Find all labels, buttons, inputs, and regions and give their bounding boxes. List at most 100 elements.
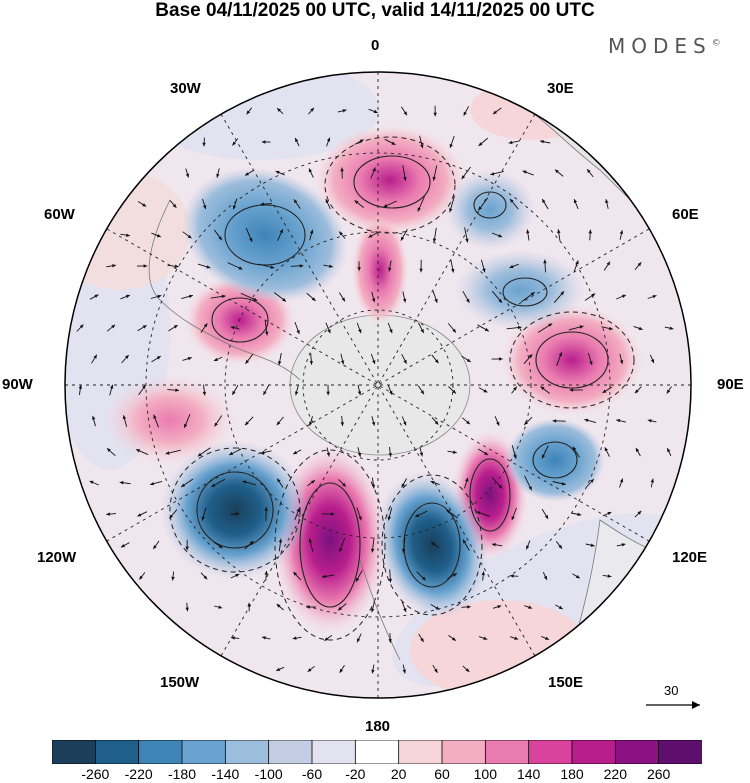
wind-arrowhead [92,415,96,420]
wind-arrowhead [216,173,220,178]
lon-label-bottom: 180 [365,718,391,735]
wind-arrowhead [169,514,173,519]
wind-arrowhead [421,576,426,581]
wind-arrowhead [122,415,127,420]
wind-arrowhead [137,513,142,517]
wind-arrowhead [420,329,424,333]
wind-arrowhead [467,605,471,609]
wind-arrowhead [112,264,116,268]
wind-arrowhead [388,267,392,272]
wind-arrowhead [293,199,298,204]
wind-arrowhead [278,538,283,543]
wind-arrowhead [415,513,420,517]
wind-arrowhead [253,297,258,301]
wind-arrowhead [206,265,211,269]
wind-arrowhead [211,483,216,487]
wind-reference-value: 30 [664,683,679,698]
colorbar-swatch [398,740,443,764]
wind-arrowhead [110,384,114,389]
colorbar-swatch [658,740,702,764]
wind-arrowhead [358,329,362,334]
wind-arrowhead [498,234,503,238]
wind-arrowhead [637,262,642,267]
wind-arrowhead [389,329,393,334]
wind-arrowhead [293,571,298,576]
wind-arrowhead [478,206,482,211]
wind-arrowhead [342,109,347,113]
wind-arrowhead [591,293,596,297]
wind-arrowhead [121,544,125,548]
wind-arrowhead [540,140,544,144]
wind-arrowhead [293,450,298,455]
wind-arrowhead [466,358,471,362]
wind-arrowhead [490,172,495,176]
wind-arrowhead [371,421,376,426]
wind-arrowhead [174,264,179,268]
wind-arrowhead [388,453,392,457]
anomaly-negative-40w [182,167,348,303]
wind-arrowhead [295,391,299,396]
wind-arrowhead [543,575,547,580]
wind-arrowhead [465,668,470,672]
wind-arrowhead [311,480,315,484]
wind-arrowhead [308,538,312,543]
lon-label-right-upper: 60E [672,206,699,223]
contour-lines [196,155,609,608]
wind-arrowhead [340,422,344,426]
wind-arrowhead [452,328,456,333]
wind-arrowhead [420,144,424,149]
wind-arrowhead [402,669,406,674]
wind-arrowhead [201,516,205,521]
wind-arrowhead [326,391,330,396]
wind-arrowhead [616,419,621,423]
wind-arrowhead [203,205,207,209]
wind-arrowhead [142,325,147,329]
colorbar-label: 20 [390,766,407,782]
wind-arrowhead [544,515,549,519]
colorbar-swatch [181,740,227,764]
brand-text: MODES [608,34,712,58]
wind-arrowhead [111,324,116,329]
lon-label-right: 90E [717,376,744,393]
wind-arrowhead [156,233,161,238]
wind-arrowhead [451,268,455,273]
wind-arrowhead [311,297,316,301]
wind-arrowhead [136,449,141,453]
wind-arrowhead [463,539,467,544]
wind-arrowhead [106,512,110,516]
wind-arrowhead [339,231,343,236]
colorbar-label: -260 [81,766,110,782]
colorbar-label: -220 [124,766,153,782]
wind-arrowhead [560,291,564,296]
wind-arrowhead [669,326,674,330]
wind-arrowhead [326,452,331,457]
anomaly-negative-55e [455,250,585,330]
wind-arrowhead [619,478,624,483]
wind-arrowhead [403,421,407,426]
wind-arrowhead [371,669,375,674]
wind-arrowhead [402,298,407,303]
wind-arrowhead [621,294,626,298]
wind-arrowhead [276,667,281,671]
wind-arrowhead [299,264,304,268]
lon-label-right-lower: 120E [672,549,708,566]
wind-arrowhead [511,516,515,521]
wind-arrowhead [526,545,530,550]
wind-arrowhead [309,421,313,426]
lon-label-left: 90W [2,376,33,393]
wind-arrowhead [493,110,497,115]
colorbar-swatch [138,740,183,764]
wind-arrowhead [324,637,329,641]
wind-arrowhead [420,390,424,395]
colorbar [52,740,702,764]
wind-arrowhead [368,234,373,238]
wind-arrowhead [235,574,240,578]
wind-arrowhead [143,264,148,268]
wind-arrowhead [79,324,84,329]
colorbar-label: 60 [434,766,450,782]
wind-arrowhead [465,238,469,243]
wind-arrowhead [388,639,392,643]
wind-arrowhead [245,359,249,364]
wind-arrowhead [232,390,236,395]
wind-arrowhead [340,360,345,365]
